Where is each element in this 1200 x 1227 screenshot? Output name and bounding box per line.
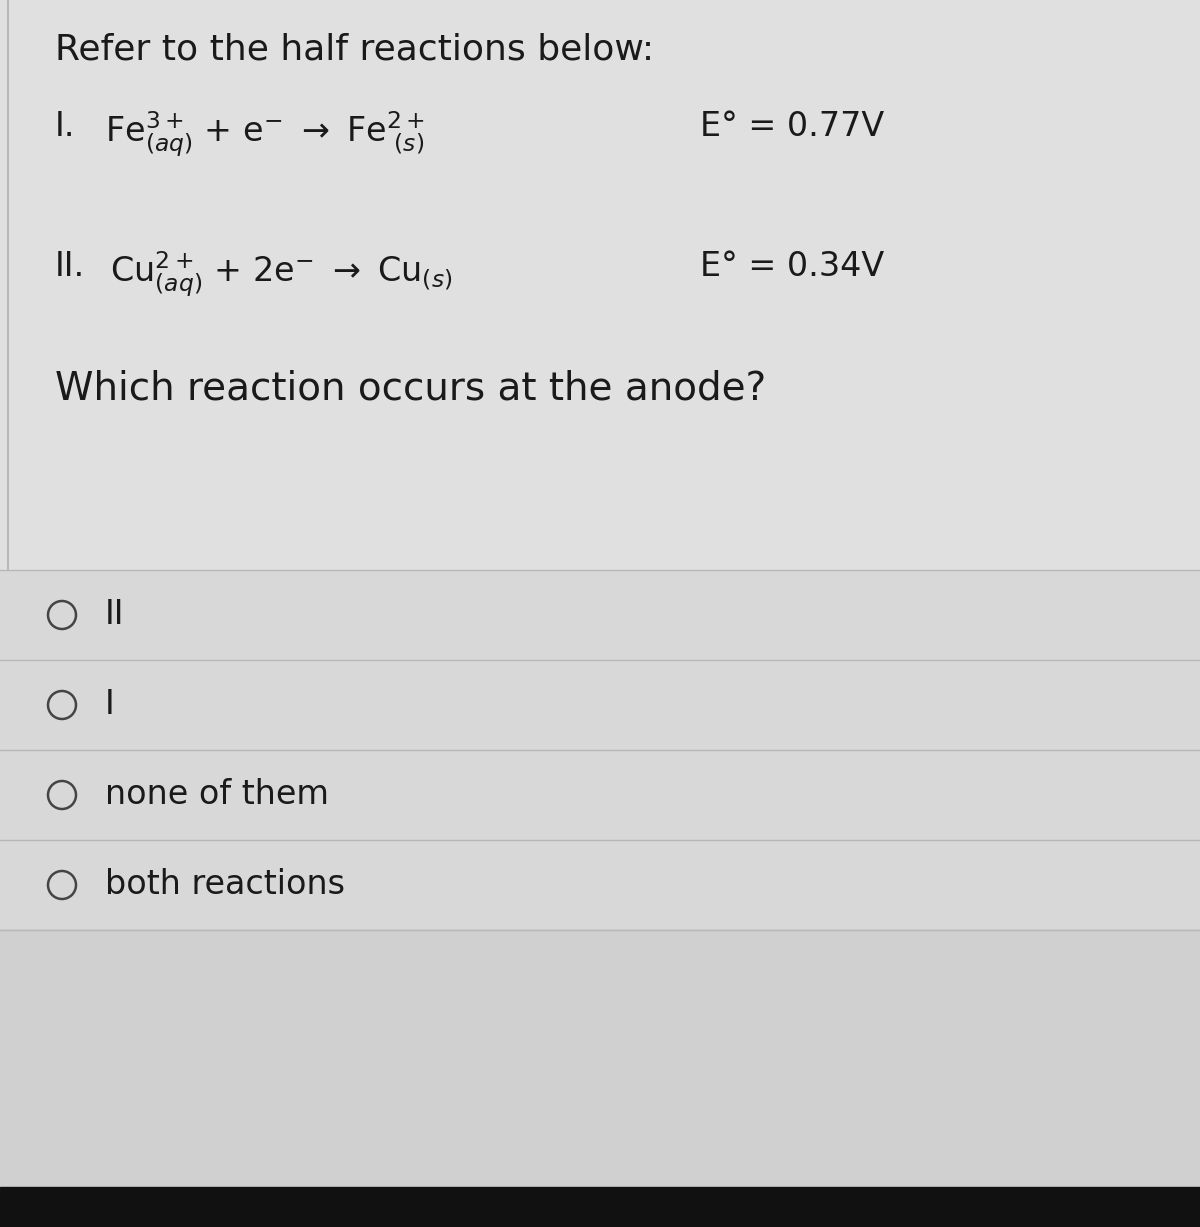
Bar [0, 930, 1200, 1187]
Bar [0, 840, 1200, 930]
Bar [0, 571, 1200, 660]
Text: E° = 0.34V: E° = 0.34V [700, 250, 884, 283]
Text: none of them: none of them [106, 778, 329, 811]
Bar [0, 0, 1200, 571]
Text: I.: I. [55, 110, 76, 144]
Text: II.: II. [55, 250, 85, 283]
Text: Which reaction occurs at the anode?: Which reaction occurs at the anode? [55, 371, 767, 409]
Text: Refer to the half reactions below:: Refer to the half reactions below: [55, 32, 654, 66]
Text: Cu$^{2+}_{(aq)}$ + 2e$^{-}$ $\rightarrow$ Cu$_{(s)}$: Cu$^{2+}_{(aq)}$ + 2e$^{-}$ $\rightarrow… [110, 250, 452, 299]
Text: Fe$^{3+}_{(aq)}$ + e$^{-}$ $\rightarrow$ Fe$^{2+}_{\ (s)}$: Fe$^{3+}_{(aq)}$ + e$^{-}$ $\rightarrow$… [106, 110, 425, 160]
Text: I: I [106, 688, 115, 721]
Text: II: II [106, 599, 125, 632]
Bar [0, 660, 1200, 750]
Text: both reactions: both reactions [106, 869, 346, 902]
Bar [0, 1187, 1200, 1227]
Text: E° = 0.77V: E° = 0.77V [700, 110, 884, 144]
Bar [0, 750, 1200, 840]
